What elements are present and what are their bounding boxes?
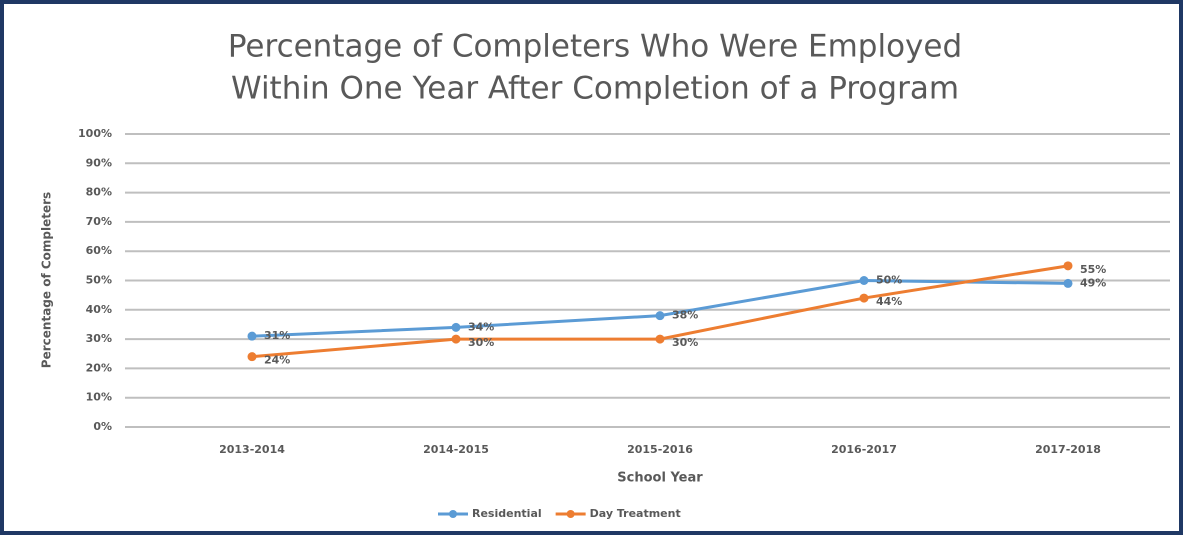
data-point [247,331,257,341]
data-label: 49% [1080,276,1106,289]
chart-title: Within One Year After Completion of a Pr… [231,71,959,107]
data-point [451,322,461,332]
data-label: 55% [1080,263,1106,276]
y-tick-label: 10% [86,391,112,404]
x-tick-label: 2013-2014 [219,443,285,456]
legend-marker [566,510,575,518]
data-point [859,293,869,303]
chart-title: Percentage of Completers Who Were Employ… [228,29,962,65]
data-label: 31% [264,329,290,342]
y-tick-label: 0% [93,420,112,433]
y-tick-label: 30% [86,332,112,345]
x-tick-label: 2016-2017 [831,443,897,456]
x-tick-label: 2015-2016 [627,443,693,456]
data-label: 24% [264,354,290,367]
y-tick-label: 70% [86,215,112,228]
data-label: 34% [468,320,494,333]
data-label: 50% [876,274,902,287]
y-tick-label: 100% [78,127,112,140]
x-tick-label: 2017-2018 [1035,443,1101,456]
data-point [1063,261,1073,271]
y-tick-label: 80% [86,186,112,199]
x-tick-label: 2014-2015 [423,443,489,456]
data-point [1063,278,1073,288]
data-point [655,311,665,321]
legend-label: Residential [472,507,542,520]
legend-label: Day Treatment [590,507,681,520]
x-axis-title: School Year [617,471,703,486]
data-point [655,334,665,344]
y-tick-label: 50% [86,274,112,287]
y-tick-label: 60% [86,244,112,257]
data-point [859,276,869,285]
y-axis-title: Percentage of Completers [40,192,54,368]
y-tick-label: 20% [86,361,112,374]
data-label: 30% [468,336,494,349]
data-label: 38% [672,309,698,322]
data-label: 44% [876,295,902,308]
legend-marker [449,510,457,518]
data-point [451,334,461,344]
y-tick-label: 90% [86,156,112,169]
data-label: 30% [672,336,698,349]
data-point [247,352,257,362]
y-tick-label: 40% [86,303,112,316]
